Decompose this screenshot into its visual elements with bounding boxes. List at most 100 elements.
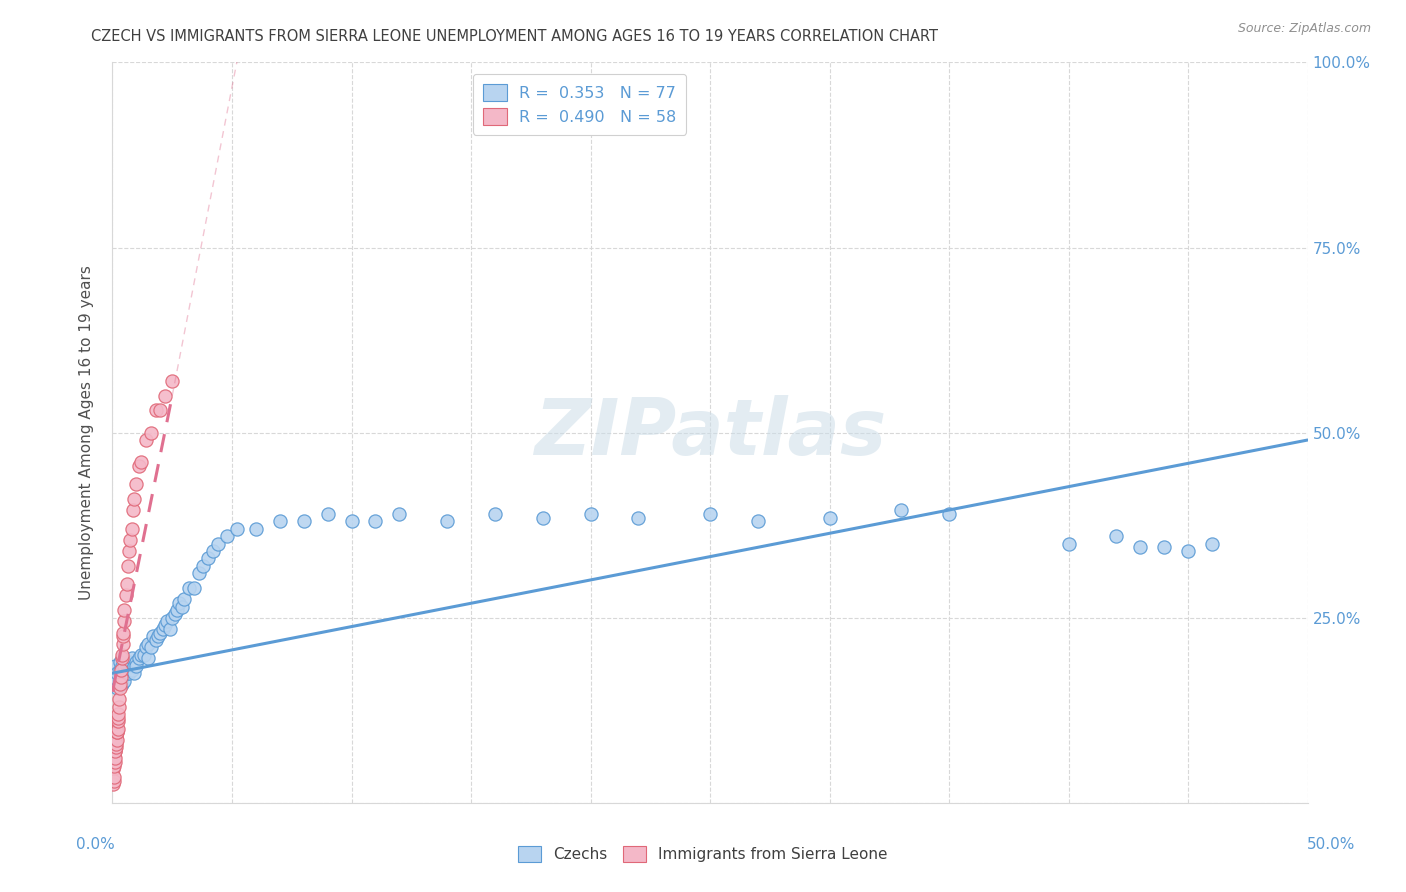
Point — [225, 522, 247, 536]
Point — [104, 755, 127, 769]
Point — [105, 737, 128, 751]
Point — [1201, 536, 1223, 550]
Point — [197, 551, 219, 566]
Point — [121, 651, 143, 665]
Point — [156, 615, 179, 629]
Point — [122, 666, 145, 681]
Point — [117, 558, 139, 573]
Point — [183, 581, 205, 595]
Point — [1129, 541, 1152, 555]
Point — [207, 536, 229, 550]
Point — [110, 670, 132, 684]
Point — [104, 740, 127, 755]
Point — [118, 666, 141, 681]
Point — [292, 515, 315, 529]
Point — [364, 515, 387, 529]
Point — [103, 777, 125, 791]
Point — [115, 666, 138, 681]
Point — [104, 673, 127, 688]
Text: CZECH VS IMMIGRANTS FROM SIERRA LEONE UNEMPLOYMENT AMONG AGES 16 TO 19 YEARS COR: CZECH VS IMMIGRANTS FROM SIERRA LEONE UN… — [91, 29, 938, 44]
Point — [135, 433, 157, 447]
Point — [135, 640, 157, 655]
Point — [105, 722, 128, 736]
Point — [105, 729, 128, 743]
Point — [104, 658, 127, 673]
Point — [388, 507, 411, 521]
Point — [111, 637, 134, 651]
Point — [104, 740, 127, 755]
Point — [162, 610, 183, 624]
Point — [122, 492, 145, 507]
Point — [699, 507, 721, 521]
Text: 0.0%: 0.0% — [76, 838, 115, 852]
Point — [104, 732, 127, 747]
Point — [103, 763, 125, 777]
Point — [269, 515, 291, 529]
Point — [118, 655, 141, 669]
Point — [118, 544, 141, 558]
Point — [103, 758, 125, 772]
Point — [121, 522, 143, 536]
Point — [149, 625, 172, 640]
Point — [1177, 544, 1199, 558]
Legend: Czechs, Immigrants from Sierra Leone: Czechs, Immigrants from Sierra Leone — [512, 840, 894, 868]
Point — [103, 770, 125, 784]
Point — [169, 596, 191, 610]
Point — [104, 744, 127, 758]
Text: Source: ZipAtlas.com: Source: ZipAtlas.com — [1237, 22, 1371, 36]
Point — [125, 655, 148, 669]
Text: ZIPatlas: ZIPatlas — [534, 394, 886, 471]
Point — [114, 673, 135, 688]
Point — [152, 622, 174, 636]
Point — [201, 544, 224, 558]
Point — [128, 651, 150, 665]
Point — [107, 699, 129, 714]
Point — [107, 714, 129, 729]
Point — [108, 681, 131, 695]
Point — [170, 599, 193, 614]
Point — [103, 751, 125, 765]
Point — [121, 663, 143, 677]
Point — [103, 747, 125, 762]
Point — [111, 648, 134, 662]
Text: 50.0%: 50.0% — [1308, 838, 1355, 852]
Point — [104, 737, 127, 751]
Point — [1057, 536, 1080, 550]
Point — [107, 706, 129, 721]
Point — [145, 632, 167, 647]
Point — [138, 651, 160, 665]
Point — [112, 615, 135, 629]
Point — [108, 677, 131, 691]
Point — [938, 507, 960, 521]
Legend: R =  0.353   N = 77, R =  0.490   N = 58: R = 0.353 N = 77, R = 0.490 N = 58 — [472, 74, 686, 135]
Point — [114, 666, 135, 681]
Point — [166, 603, 188, 617]
Point — [118, 658, 141, 673]
Point — [128, 458, 150, 473]
Point — [122, 658, 145, 673]
Point — [163, 607, 186, 621]
Point — [121, 503, 143, 517]
Point — [104, 751, 127, 765]
Point — [142, 629, 165, 643]
Point — [890, 503, 912, 517]
Point — [177, 581, 200, 595]
Point — [436, 515, 458, 529]
Point — [105, 681, 128, 695]
Point — [105, 725, 128, 739]
Point — [108, 663, 131, 677]
Point — [531, 510, 554, 524]
Y-axis label: Unemployment Among Ages 16 to 19 years: Unemployment Among Ages 16 to 19 years — [79, 265, 94, 600]
Point — [129, 455, 152, 469]
Point — [245, 522, 267, 536]
Point — [115, 577, 138, 591]
Point — [110, 651, 132, 665]
Point — [105, 666, 128, 681]
Point — [146, 629, 169, 643]
Point — [111, 670, 134, 684]
Point — [103, 755, 125, 769]
Point — [107, 714, 129, 729]
Point — [627, 510, 650, 524]
Point — [484, 507, 506, 521]
Point — [129, 648, 152, 662]
